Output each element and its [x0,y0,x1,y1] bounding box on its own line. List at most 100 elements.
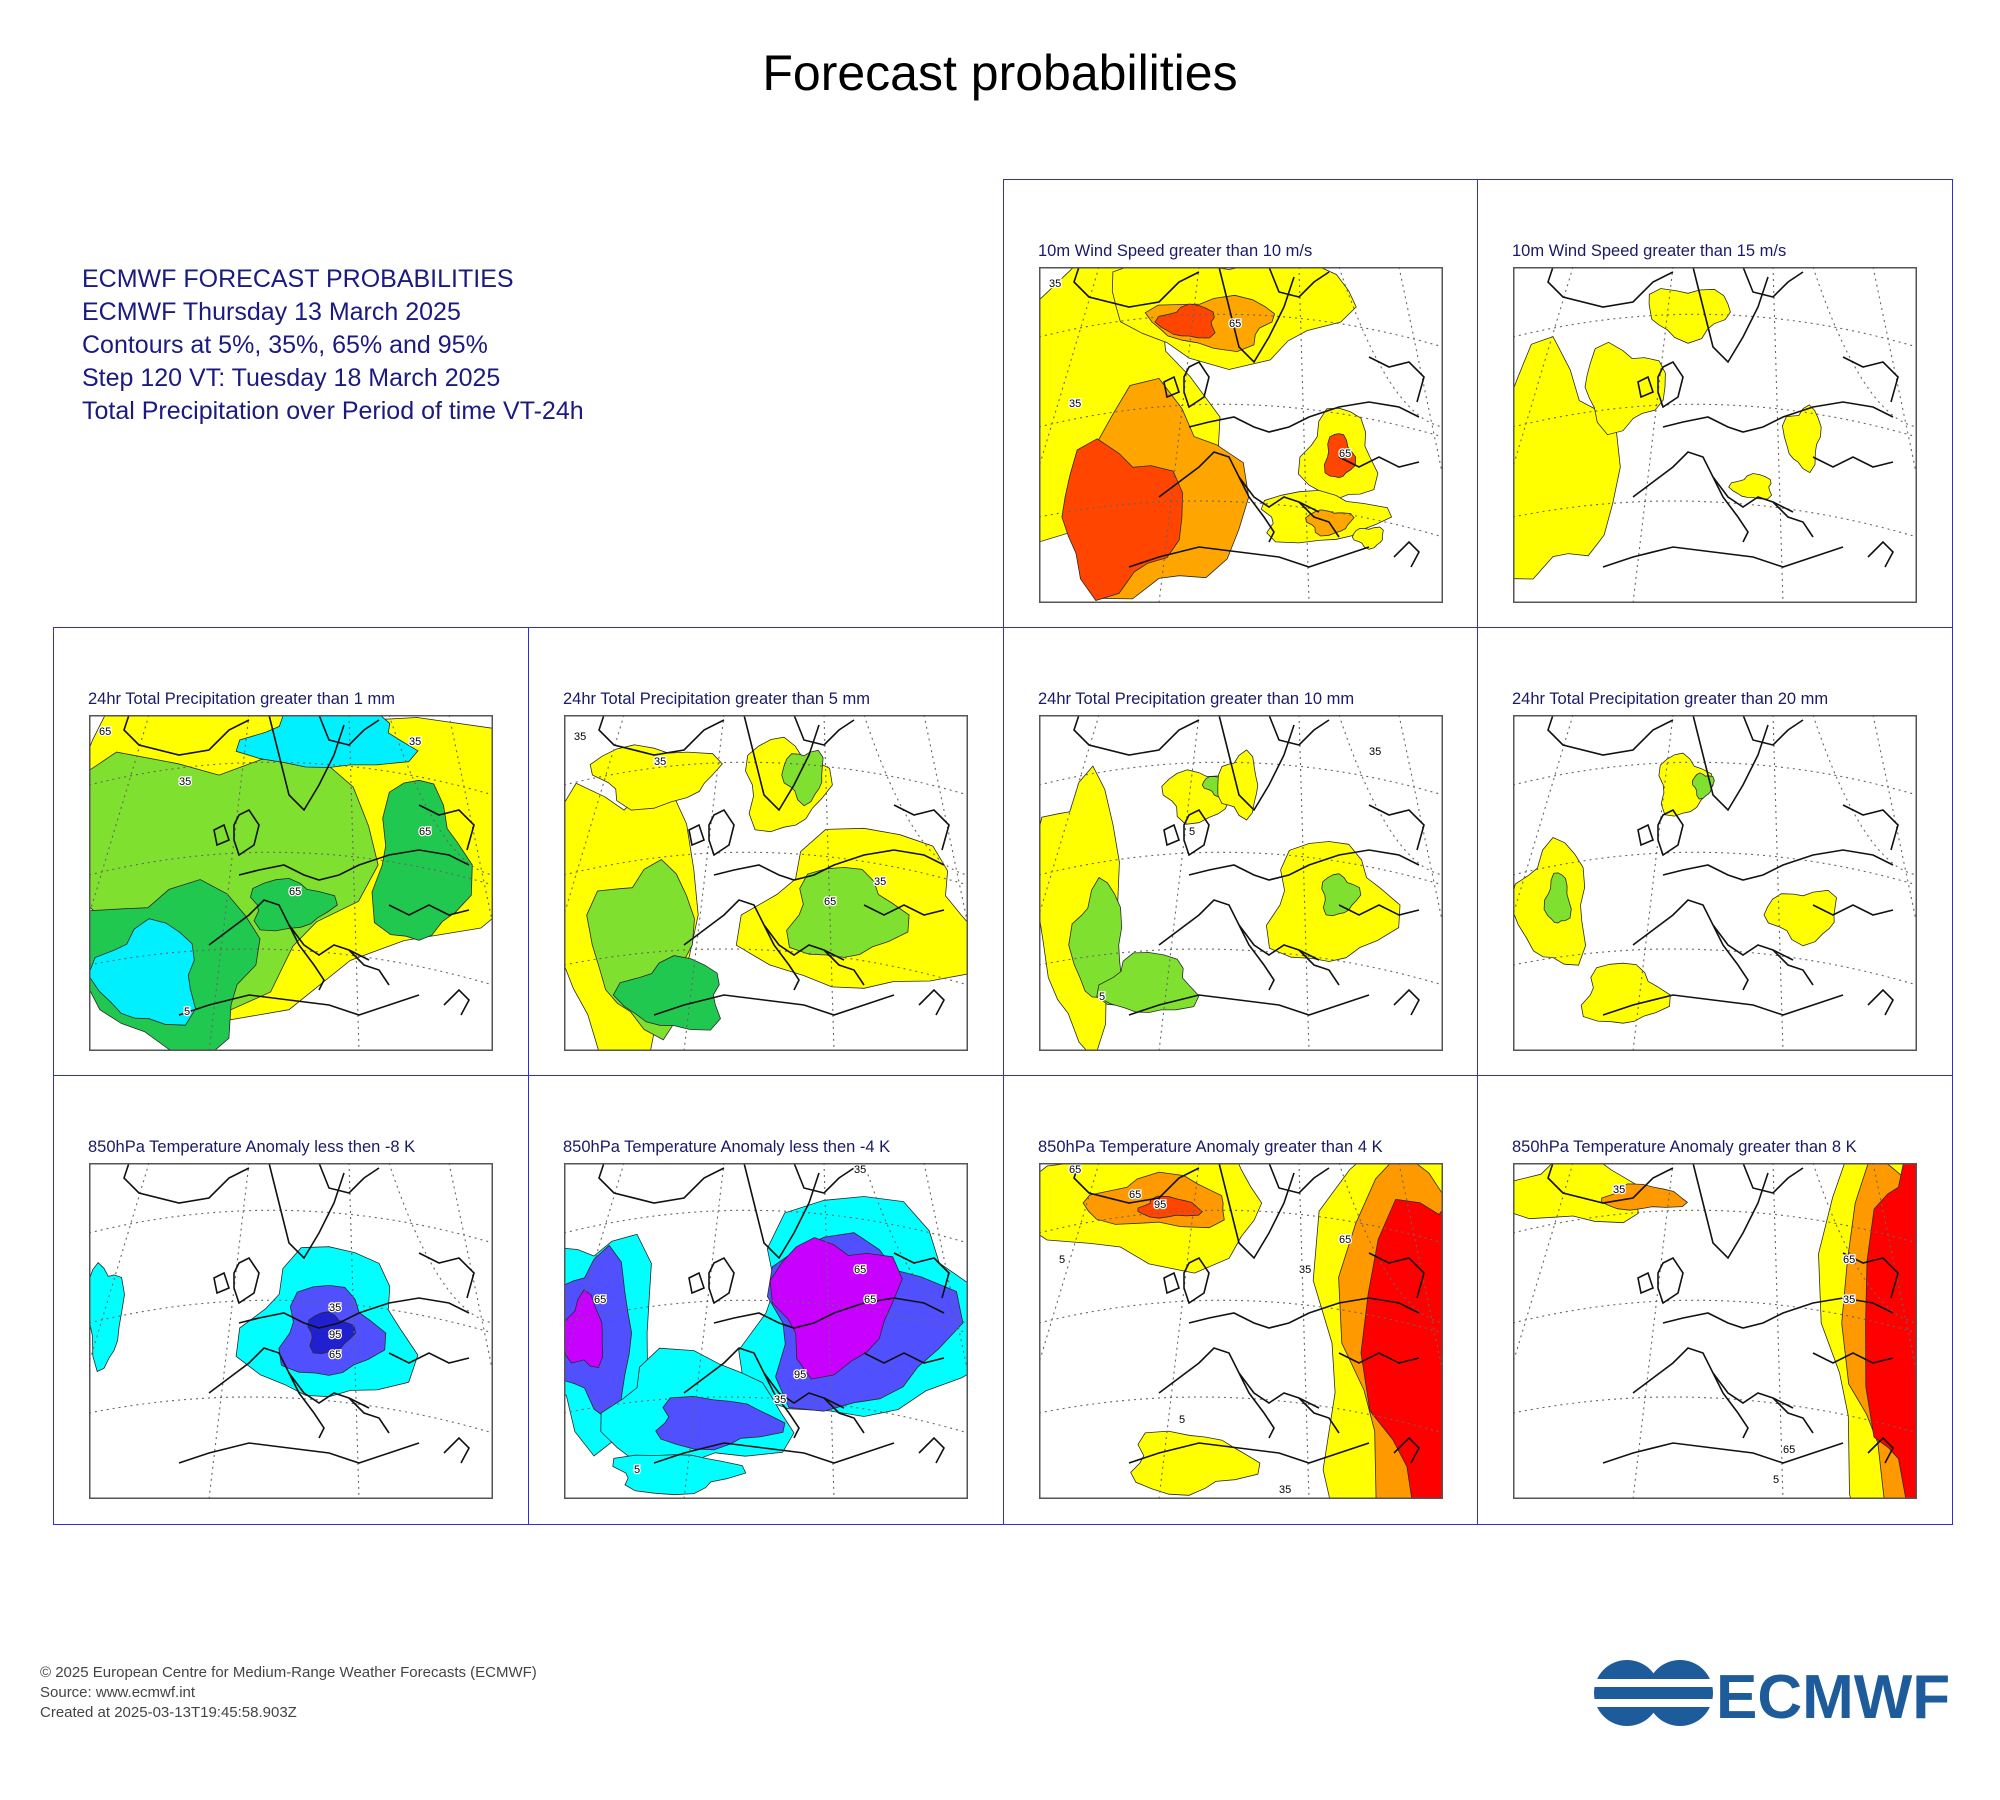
coastline [1218,267,1295,364]
coastline [793,1163,855,1194]
probability-area [1351,526,1384,550]
contour-label: 5 [1773,1474,1779,1486]
coastline [1657,360,1684,409]
graticule-line [89,715,150,916]
probability-area [786,866,910,958]
probability-area [307,1311,357,1355]
graticule-line [1039,851,1443,886]
coastline [1188,1297,1420,1329]
coastline [1772,501,1814,538]
contour-label: 65 [1339,448,1351,460]
coastline [688,1271,705,1295]
coastline [388,904,470,916]
coastline [1238,476,1275,543]
coastline [238,1297,470,1329]
panel-wind-15: 10m Wind Speed greater than 15 m/s [1477,179,1953,629]
graticule-line [1772,715,1784,1051]
coastline [1393,540,1420,568]
coastline [233,808,260,857]
graticule-line [1039,715,1100,916]
graticule-line [1513,500,1917,538]
coastline [653,994,895,1016]
probability-area [1323,433,1357,479]
info-line-step: Step 120 VT: Tuesday 18 March 2025 [82,364,501,392]
coastline [1368,356,1425,403]
ecmwf-logo[interactable]: ECMWF [1590,1656,1970,1732]
contour-label: 65 [1229,318,1241,330]
graticule-line [388,715,493,876]
graticule-line [89,761,493,796]
contour-label: 35 [874,876,886,888]
probability-area [612,955,721,1031]
probability-area [1763,889,1837,947]
graticule-line [208,1163,250,1499]
page-title: Forecast probabilities [762,45,1238,101]
contour-label: 95 [329,1329,341,1341]
coastline [1712,476,1749,543]
graticule-line [1513,313,1917,348]
source-link[interactable]: Source: www.ecmwf.int [40,1684,196,1701]
map-frame [564,715,968,1051]
coastline [1657,1256,1684,1305]
graticule-line [823,715,835,1051]
graticule-line [1039,500,1443,538]
created-timestamp: Created at 2025-03-13T19:45:58.903Z [40,1704,297,1721]
coastline [1662,401,1894,433]
coastline [1547,1163,1674,1204]
graticule-line [1812,715,1917,876]
coastline [1812,456,1894,468]
graticule-line [1772,267,1784,603]
graticule-line [89,1299,493,1334]
map-wind-10: 35 35 65 65 [1039,267,1443,603]
panel-wind-10: 10m Wind Speed greater than 10 m/s 35 35 6… [1003,179,1479,629]
coastline [1183,360,1210,409]
coastline [123,715,250,756]
info-line-product: ECMWF FORECAST PROBABILITIES [82,265,514,293]
contour-label: 65 [419,826,431,838]
panel-temp-minus-8: 850hPa Temperature Anomaly less then -8 … [53,1075,530,1525]
coastline [1742,715,1804,746]
graticule-line [388,1163,493,1324]
coastline [863,904,945,916]
graticule-line [564,1163,625,1364]
probability-area [655,1395,786,1451]
coastline [918,988,945,1016]
graticule-line [1513,1299,1917,1334]
panel-precip-10: 24hr Total Precipitation greater than 10… [1003,627,1479,1077]
contour-label: 65 [329,1349,341,1361]
probability-area [1061,438,1184,601]
coastline [348,949,390,986]
coastline [1842,804,1899,851]
graticule-line [1158,1163,1200,1499]
graticule-line [1513,1209,1917,1244]
coastline [1338,1352,1420,1364]
map-temp-minus-4: 65 65 35 95 35 65 5 [564,1163,968,1499]
graticule-line [1298,267,1310,603]
map-frame [1513,1163,1917,1499]
coastline [1662,1297,1894,1329]
probability-area [1601,1183,1689,1211]
coastline [1772,949,1814,986]
graticule-line [1513,1396,1917,1434]
probability-area [1580,962,1671,1024]
coastline [1712,1372,1749,1439]
coastline [1298,1397,1340,1434]
probability-area [1321,873,1362,917]
probability-area [1154,303,1216,339]
graticule-line [89,851,493,886]
contour-label: 5 [184,1006,190,1018]
panel-title: 10m Wind Speed greater than 15 m/s [1512,242,1787,260]
coastline [893,1252,950,1299]
probability-area [1513,336,1621,580]
coastline [713,1297,945,1329]
contour-label: 35 [409,736,421,748]
graticule-line [683,715,725,1051]
graticule-line [1039,1396,1443,1434]
coastline [1218,1163,1295,1260]
coastline [1163,1271,1180,1295]
graticule-line [348,1163,360,1499]
panel-title: 850hPa Temperature Anomaly greater than … [1038,1138,1383,1156]
graticule-line [348,715,360,1051]
graticule-line [683,1163,725,1499]
map-temp-plus-4: 65 65 95 5 65 35 35 5 [1039,1163,1443,1499]
